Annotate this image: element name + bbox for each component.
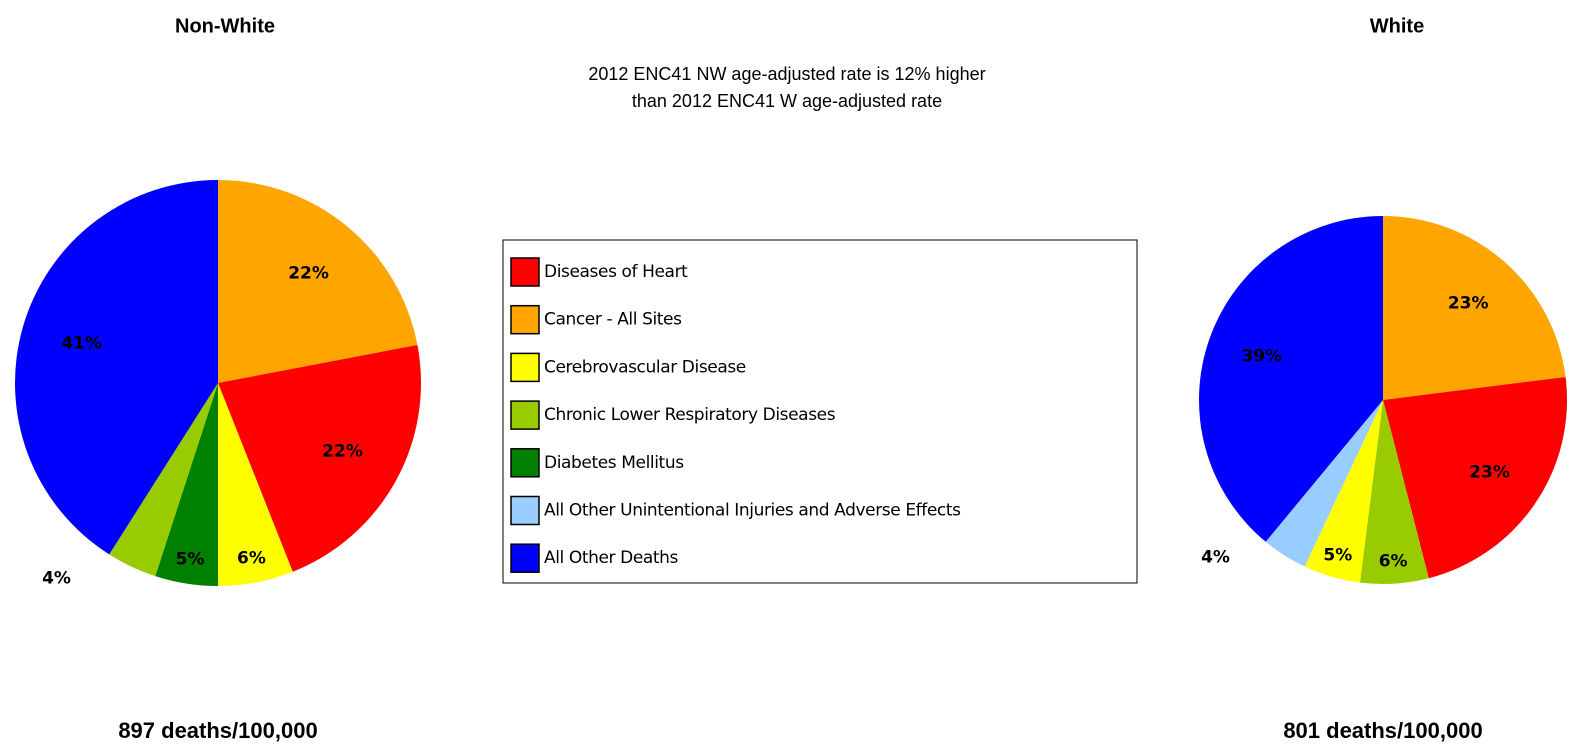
- legend-label: Chronic Lower Respiratory Diseases: [544, 405, 836, 425]
- legend-label: Diseases of Heart: [544, 262, 688, 282]
- data-label: 5%: [1323, 545, 1352, 565]
- pie-slice: [1304, 400, 1383, 583]
- annotation: 2012 ENC41 NW age-adjusted rate is 12% h…: [588, 64, 985, 84]
- legend-swatch: [510, 543, 540, 573]
- legend-box: [502, 239, 1138, 584]
- legend-swatch: [510, 448, 540, 478]
- data-label: 4%: [42, 569, 71, 589]
- data-label: 41%: [61, 333, 102, 353]
- data-label: 6%: [1379, 552, 1408, 572]
- data-label: 22%: [288, 264, 329, 284]
- data-label: 23%: [1448, 293, 1489, 313]
- legend-label: All Other Unintentional Injuries and Adv…: [544, 501, 961, 521]
- data-label: 39%: [1241, 346, 1282, 366]
- pie-slice: [1265, 400, 1383, 567]
- pie-slice: [1199, 216, 1383, 542]
- legend-swatch: [510, 400, 540, 430]
- pie-slice: [218, 383, 293, 586]
- legend-swatch: [510, 304, 540, 335]
- footnote: 801 deaths/100,000: [1283, 718, 1482, 743]
- legend-swatch: [510, 352, 540, 383]
- footnote: 897 deaths/100,000: [118, 718, 317, 743]
- data-label: 22%: [322, 441, 363, 461]
- data-label: 5%: [176, 549, 205, 569]
- data-label: 4%: [1201, 548, 1230, 568]
- pie-slice: [218, 180, 418, 383]
- pie-slice: [1359, 400, 1429, 584]
- pie-slice: [15, 180, 219, 555]
- legend-label: All Other Deaths: [544, 548, 679, 568]
- annotation: than 2012 ENC41 W age-adjusted rate: [632, 91, 942, 111]
- data-label: 6%: [237, 548, 266, 568]
- pie-slice: [1383, 376, 1567, 579]
- legend-swatch: [510, 257, 540, 287]
- pie-slice: [1383, 216, 1566, 400]
- pie-slice: [109, 383, 218, 577]
- legend-label: Diabetes Mellitus: [544, 453, 684, 473]
- pie-slice: [218, 344, 421, 572]
- legend-label: Cancer - All Sites: [544, 310, 682, 330]
- legend-label: Cerebrovascular Disease: [544, 357, 746, 377]
- pie-slice: [155, 383, 218, 586]
- data-label: 23%: [1469, 462, 1510, 482]
- legend-swatch: [510, 495, 540, 526]
- pie-title: Non-White: [175, 15, 275, 37]
- pie-title: White: [1370, 15, 1424, 37]
